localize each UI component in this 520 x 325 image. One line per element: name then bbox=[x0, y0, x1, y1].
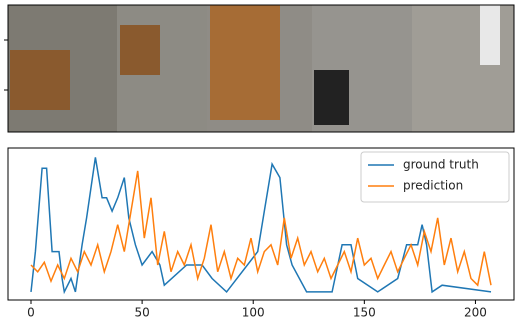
data-line bbox=[30, 170, 492, 287]
data-line bbox=[30, 157, 492, 295]
frame-border bbox=[7, 4, 515, 133]
legend-label: ground truth bbox=[403, 158, 479, 172]
plot-frame bbox=[7, 147, 515, 301]
x-tick-label: 100 bbox=[242, 306, 265, 320]
x-tick-label: 150 bbox=[353, 306, 376, 320]
x-tick-label: 0 bbox=[27, 306, 35, 320]
legend-label: prediction bbox=[403, 179, 463, 193]
video-frame-detail bbox=[210, 5, 280, 120]
video-frame-detail bbox=[480, 5, 500, 65]
x-tick-label: 50 bbox=[134, 306, 149, 320]
line-plot: 0 50 100 150 200 ground truth prediction bbox=[7, 147, 515, 320]
frame-strip bbox=[4, 4, 515, 133]
legend-box bbox=[360, 151, 510, 203]
video-frame-detail bbox=[120, 25, 160, 75]
x-tick-label: 200 bbox=[464, 306, 487, 320]
video-frame-detail bbox=[314, 70, 349, 125]
video-frame-detail bbox=[10, 50, 70, 110]
